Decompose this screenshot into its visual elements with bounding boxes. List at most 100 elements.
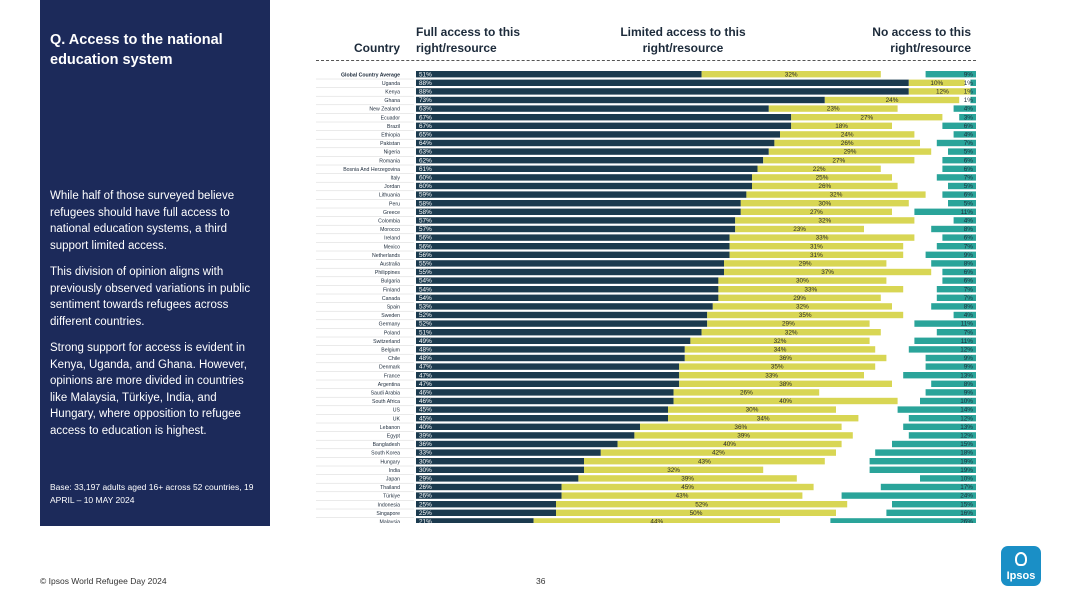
bar-limited-access [752,174,892,181]
bar-limited-access [600,449,836,456]
bar-no-access [942,268,976,276]
bar-limited-access [729,251,904,258]
value-label-limited: 29% [793,295,806,302]
bar-limited-access [673,389,820,396]
bar-limited-access [746,191,926,198]
bar-no-access [948,148,976,155]
value-label-none: 5% [964,149,974,156]
bar-limited-access [718,286,904,293]
bar-limited-access [690,337,870,344]
bar-no-access [936,294,976,301]
value-label-limited: 43% [676,493,689,500]
country-label: Egypt [387,434,401,440]
value-label-limited: 26% [841,140,854,147]
bar-full-access [416,268,724,276]
bar-no-access [830,518,976,523]
bar-full-access [416,139,775,147]
country-label: New Zealand [369,107,400,113]
bar-limited-access [707,320,870,327]
bar-no-access [897,406,976,413]
bar-limited-access [740,200,909,207]
bar-full-access [416,157,764,164]
bar-full-access [416,251,730,258]
bar-no-access [953,105,976,112]
value-label-full: 67% [419,123,432,130]
bar-no-access [948,200,976,207]
value-label-limited: 12% [936,89,949,96]
value-label-limited: 27% [810,209,823,216]
country-label: Ghana [384,98,400,104]
bar-limited-access [768,105,898,112]
bar-no-access [953,311,976,319]
bar-no-access [841,492,976,499]
bar-full-access [416,303,713,310]
value-label-limited: 38% [779,381,792,388]
value-label-none: 7% [964,140,974,147]
value-label-full: 46% [419,398,432,405]
country-label: Canada [382,296,400,302]
value-label-limited: 50% [690,510,703,517]
bar-full-access [416,475,579,482]
value-label-limited: 43% [698,458,711,465]
value-label-full: 60% [419,175,432,182]
value-label-full: 21% [419,519,432,524]
value-label-none: 12% [960,347,973,354]
value-label-none: 9% [964,390,974,397]
country-label: UK [393,416,401,422]
value-label-none: 6% [964,278,974,285]
value-label-full: 46% [419,390,432,397]
value-label-none: 8% [964,381,974,388]
footer-copyright: © Ipsos World Refugee Day 2024 [40,576,167,586]
value-label-full: 25% [419,501,432,508]
value-label-limited: 33% [765,372,778,379]
page-number: 36 [536,576,546,586]
bar-full-access [416,483,562,491]
bar-no-access [886,509,976,516]
bar-limited-access [668,406,836,413]
value-label-limited: 10% [930,80,943,87]
value-label-none: 13% [960,424,973,431]
bar-no-access [936,329,976,336]
value-label-full: 88% [419,80,432,87]
value-label-limited: 32% [785,71,798,78]
value-label-limited: 35% [771,364,784,371]
country-label: Romania [379,158,400,164]
value-label-none: 4% [964,106,974,113]
bar-no-access [931,260,976,267]
country-label: Bosnia And Herzegovina [343,167,400,173]
bar-no-access [959,114,976,121]
value-label-full: 47% [419,364,432,371]
value-label-limited: 30% [818,200,831,207]
ipsos-logo-text: Ipsos [1006,570,1036,582]
bar-limited-access [634,432,853,439]
value-label-none: 7% [964,243,974,250]
bar-no-access [903,423,976,430]
bar-no-access [942,234,976,241]
country-label: Switzerland [373,339,400,345]
value-label-limited: 32% [667,467,680,474]
value-label-full: 45% [419,415,432,422]
value-label-full: 58% [419,209,432,216]
bar-limited-access [617,440,842,448]
value-label-limited: 44% [650,519,663,524]
bar-full-access [416,509,556,516]
value-label-none: 6% [964,123,974,130]
value-label-full: 40% [419,424,432,431]
value-label-limited: 32% [774,338,787,345]
stacked-bar-chart: Global Country Average 51% 32% 9% Uganda 88% 1… [316,71,976,524]
country-label: Brazil [387,124,400,130]
country-label: Philippines [375,270,400,276]
value-label-none: 1% [964,80,974,87]
bar-full-access [416,105,769,112]
value-label-limited: 40% [779,398,792,405]
legend-full-access: Full access to this right/resource [416,25,521,55]
bar-full-access [416,389,674,396]
bar-no-access [942,277,976,284]
bar-full-access [416,337,691,344]
bar-full-access [416,458,584,465]
value-label-full: 54% [419,286,432,293]
bar-limited-access [735,225,864,233]
value-label-limited: 36% [779,355,792,362]
country-label: Pakistan [380,141,400,147]
value-label-limited: 45% [681,484,694,491]
